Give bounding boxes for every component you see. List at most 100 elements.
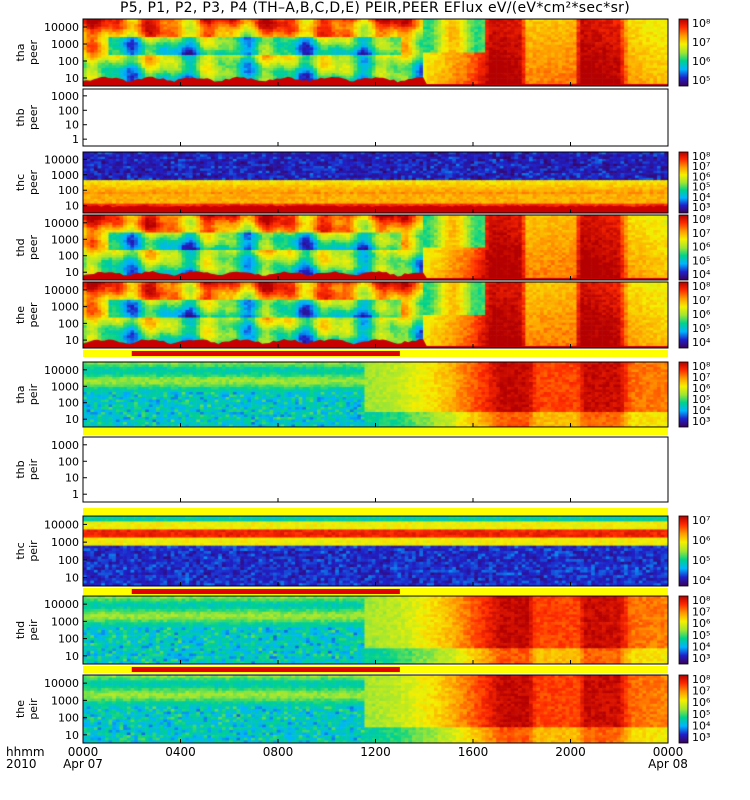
y-axis-label-probe: thb (14, 108, 27, 126)
y-tick-label: 10 (65, 334, 79, 347)
colorbar-tick-label: 10⁵ (692, 322, 710, 335)
colorbar-tick-label: 10⁵ (692, 708, 710, 721)
colorbar-tick-label: 10⁵ (692, 629, 710, 642)
colorbar-tick-label: 10⁴ (692, 191, 711, 204)
y-tick-label: 10000 (44, 518, 79, 531)
colorbar-tick-label: 10³ (692, 201, 710, 214)
y-tick-label: 1000 (51, 301, 79, 314)
colorbar-tick-label: 10⁸ (692, 280, 711, 293)
spectrogram-image (83, 215, 668, 280)
y-tick-label: 10 (65, 472, 79, 485)
colorbar-tick-label: 10⁷ (692, 371, 710, 384)
colorbar (678, 674, 689, 744)
flag-bar-red (131, 589, 400, 594)
data-quality-flag-bar (83, 428, 668, 435)
colorbar-tick-label: 10⁸ (692, 673, 711, 686)
data-quality-flag-bar (83, 508, 668, 515)
y-tick-label: 100 (58, 104, 79, 117)
y-tick-label: 1 (72, 488, 79, 501)
y-tick-label: 1000 (51, 90, 79, 103)
y-axis-label-product: peer (27, 170, 40, 196)
time-axis-start-date: Apr 07 (63, 757, 103, 771)
y-tick-label: 1 (72, 133, 79, 146)
y-tick-label: 1000 (51, 38, 79, 51)
y-tick-label: 10 (65, 119, 79, 132)
y-tick-label: 100 (58, 554, 79, 567)
spectrogram-image (83, 19, 668, 86)
y-axis-label-product: peir (27, 698, 40, 720)
colorbar-tick-label: 10⁷ (692, 160, 710, 173)
y-axis-label-product: peer (27, 40, 40, 66)
flag-bar-yellow (83, 508, 668, 515)
y-axis-label-product: peer (27, 302, 40, 328)
spectrogram-image (83, 516, 668, 586)
colorbar-tick-label: 10⁶ (692, 617, 711, 630)
colorbar-tick-label: 10⁵ (692, 554, 710, 567)
y-axis-label-probe: thd (14, 238, 27, 256)
y-tick-label: 10000 (44, 598, 79, 611)
colorbar (678, 361, 689, 428)
y-tick-label: 100 (58, 55, 79, 68)
colorbar-tick-label: 10³ (692, 652, 710, 665)
y-tick-label: 1000 (51, 233, 79, 246)
y-axis-label-probe: thd (14, 621, 27, 639)
data-quality-flag-bar (83, 350, 668, 357)
spectrogram-image (83, 596, 668, 664)
y-tick-label: 1000 (51, 694, 79, 707)
y-axis-label-product: peer (27, 235, 40, 261)
y-axis-label-product: peir (27, 540, 40, 562)
y-axis-label-probe: thc (14, 542, 27, 559)
spectrogram-panel-thb-peir: 1 10 100 1000 thb peir (14, 436, 669, 503)
y-tick-label: 100 (58, 184, 79, 197)
time-axis-year-label: 2010 (6, 757, 37, 771)
colorbar (678, 151, 689, 214)
colorbar-tick-label: 10⁸ (692, 150, 711, 163)
y-tick-label: 1000 (51, 615, 79, 628)
y-tick-label: 10 (65, 413, 79, 426)
colorbar-tick-label: 10⁷ (692, 514, 710, 527)
spectrogram-panel-thc-peir: 10 100 1000 10000 thc peir 10⁴ 10⁵ 10⁶ 10⁷ (14, 514, 711, 587)
y-tick-label: 1000 (51, 169, 79, 182)
y-axis-label-product: peir (27, 619, 40, 641)
colorbar-tick-label: 10⁷ (692, 606, 710, 619)
y-tick-label: 10 (65, 72, 79, 85)
y-axis-label-probe: thc (14, 174, 27, 191)
time-axis-end-date: Apr 08 (648, 757, 688, 771)
colorbar-tick-label: 10⁴ (692, 404, 711, 417)
data-quality-flag-bar (83, 588, 668, 595)
colorbar (678, 281, 689, 349)
colorbar-tick-label: 10⁴ (692, 268, 711, 281)
y-tick-label: 100 (58, 250, 79, 263)
y-axis-label-probe: the (14, 700, 27, 718)
colorbar (678, 18, 689, 87)
y-axis-label-probe: tha (14, 43, 27, 61)
colorbar-tick-label: 10⁸ (692, 213, 711, 226)
y-tick-label: 10000 (44, 153, 79, 166)
y-axis-label-product: peir (27, 383, 40, 405)
colorbar-tick-label: 10⁷ (692, 294, 710, 307)
colorbar-tick-label: 10⁶ (692, 534, 711, 547)
y-tick-label: 100 (58, 317, 79, 330)
colorbar-tick-label: 10³ (692, 731, 710, 744)
empty-panel-background (83, 89, 668, 146)
colorbar-tick-label: 10⁴ (692, 336, 711, 349)
y-tick-label: 10 (65, 200, 79, 213)
time-tick-label: 1200 (360, 745, 391, 759)
colorbar (678, 214, 689, 281)
y-axis-label-probe: tha (14, 385, 27, 403)
time-tick-label: 0000 (653, 745, 684, 759)
y-axis-label-product: peir (27, 458, 40, 480)
data-quality-flag-bar (83, 666, 668, 673)
y-tick-label: 1000 (51, 380, 79, 393)
y-tick-label: 10000 (44, 217, 79, 230)
flag-bar-red (131, 667, 400, 672)
colorbar-tick-label: 10⁵ (692, 393, 710, 406)
y-tick-label: 10000 (44, 21, 79, 34)
y-axis-label-probe: the (14, 306, 27, 324)
colorbar-tick-label: 10⁸ (692, 360, 711, 373)
y-tick-label: 100 (58, 455, 79, 468)
